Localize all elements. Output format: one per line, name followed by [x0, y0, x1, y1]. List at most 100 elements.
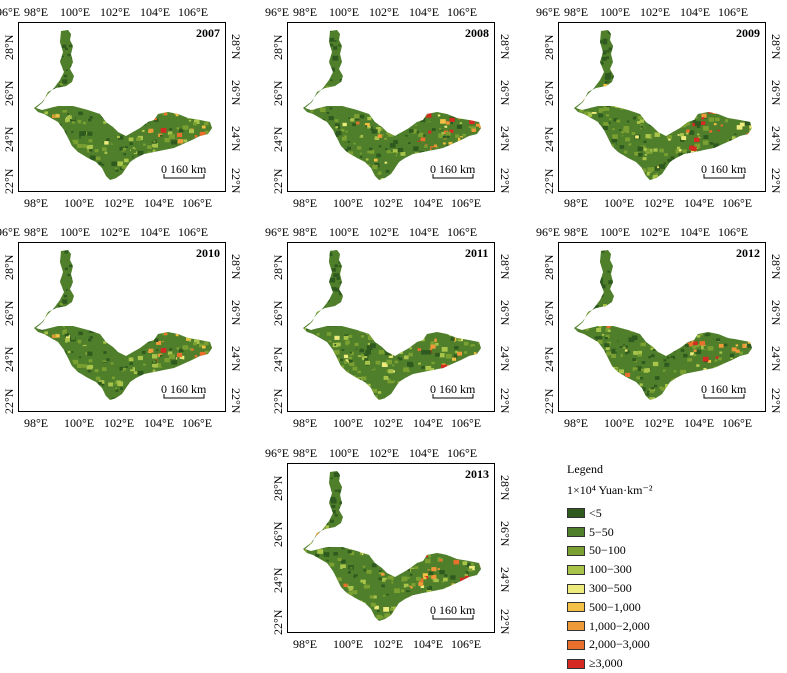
legend-label: <5	[589, 505, 602, 520]
scale-bar-label: 0 160 km	[161, 382, 207, 396]
lat-tick-right: 24°N	[229, 126, 243, 152]
lon-tick-bottom: 100°E	[333, 196, 364, 210]
lon-tick-bottom: 106°E	[722, 416, 753, 430]
lat-tick-right: 26°N	[498, 80, 512, 106]
legend-label: ≥3,000	[589, 656, 623, 671]
lat-tick-right: 24°N	[229, 346, 243, 372]
legend-item: 5−50	[567, 523, 652, 542]
lat-tick-right: 28°N	[229, 34, 243, 60]
scale-bar-label: 0 160 km	[430, 162, 476, 176]
lon-tick-top: 106°E	[178, 5, 209, 19]
lon-tick-bottom: 106°E	[722, 196, 753, 210]
map-panel-2011: 0 160 km 2011 96°E 98°E 100°E 102°E 104°E 106°E…	[265, 226, 512, 429]
lat-tick-right: 24°N	[498, 126, 512, 152]
lon-tick-bottom: 98°E	[564, 416, 589, 430]
lat-tick-left: 26°N	[542, 80, 556, 106]
legend-swatch	[567, 602, 585, 613]
lon-tick-top: 102°E	[640, 225, 671, 239]
lat-tick-left: 24°N	[2, 126, 16, 152]
lon-tick-bottom: 102°E	[644, 416, 675, 430]
lon-tick-top: 96°E	[536, 225, 561, 239]
lon-tick-top: 102°E	[100, 5, 131, 19]
lat-tick-left: 28°N	[2, 34, 16, 60]
lon-tick-top: 100°E	[329, 5, 360, 19]
lon-tick-bottom: 100°E	[604, 196, 635, 210]
legend-swatch	[567, 639, 585, 650]
lon-tick-top: 106°E	[718, 225, 749, 239]
lat-tick-left: 26°N	[2, 300, 16, 326]
lat-tick-left: 26°N	[2, 80, 16, 106]
lon-tick-top: 96°E	[536, 5, 561, 19]
lat-tick-left: 24°N	[542, 346, 556, 372]
lon-tick-top: 98°E	[564, 5, 589, 19]
lat-tick-right: 22°N	[498, 168, 512, 194]
lon-tick-bottom: 106°E	[451, 637, 482, 651]
lon-tick-top: 98°E	[24, 225, 49, 239]
legend-label: 2,000−3,000	[589, 637, 650, 652]
lon-tick-bottom: 106°E	[451, 196, 482, 210]
lat-tick-right: 28°N	[229, 254, 243, 280]
map-panel-2010: 0 160 km201096°E98°E100°E102°E104°E106°E…	[0, 226, 243, 429]
region-shape	[34, 30, 212, 180]
lat-tick-left: 22°N	[271, 168, 285, 194]
lat-tick-left: 26°N	[271, 300, 285, 326]
lon-tick-bottom: 98°E	[564, 196, 589, 210]
scale-bar	[703, 394, 745, 399]
lat-tick-right: 28°N	[498, 254, 512, 280]
legend-label: 300−500	[589, 581, 632, 596]
lon-tick-bottom: 106°E	[451, 416, 482, 430]
region-shape	[303, 471, 481, 621]
lat-tick-right: 22°N	[229, 168, 243, 194]
lon-tick-bottom: 98°E	[24, 416, 49, 430]
legend-item: ≥3,000	[567, 654, 652, 673]
legend-swatch	[567, 564, 585, 575]
legend-item: 50−100	[567, 542, 652, 561]
map-panel-2007: 0 160 km200796°E98°E100°E102°E104°E106°E…	[0, 6, 243, 209]
lon-tick-bottom: 104°E	[144, 416, 175, 430]
lat-tick-left: 26°N	[271, 80, 285, 106]
lat-tick-right: 28°N	[769, 254, 783, 280]
lon-tick-bottom: 100°E	[333, 416, 364, 430]
year-label: 2013	[465, 467, 489, 481]
lon-tick-bottom: 102°E	[104, 416, 135, 430]
lon-tick-top: 100°E	[329, 446, 360, 460]
lat-tick-right: 26°N	[769, 300, 783, 326]
lat-tick-left: 22°N	[542, 168, 556, 194]
lon-tick-top: 96°E	[265, 225, 290, 239]
lat-tick-left: 22°N	[2, 168, 16, 194]
map-panel-2008: 0 160 km 2008 96°E 98°E 100°E 102°E 104°E 106°E…	[265, 6, 512, 209]
lon-tick-bottom: 98°E	[293, 196, 318, 210]
lon-tick-bottom: 104°E	[413, 196, 444, 210]
lat-tick-left: 28°N	[542, 254, 556, 280]
lon-tick-top: 98°E	[293, 5, 318, 19]
lat-tick-right: 26°N	[498, 521, 512, 547]
lat-tick-right: 22°N	[769, 168, 783, 194]
map-panel-2009: 0 160 km 2009 96°E 98°E 100°E 102°E 104°E 106°E…	[536, 6, 783, 209]
lat-tick-right: 28°N	[498, 475, 512, 501]
lat-tick-left: 24°N	[271, 346, 285, 372]
lat-tick-left: 24°N	[542, 126, 556, 152]
map-panel-2012: 0 160 km 2012 96°E 98°E 100°E 102°E 104°E 106°E…	[536, 226, 783, 429]
lon-tick-top: 104°E	[409, 5, 440, 19]
lon-tick-top: 104°E	[680, 5, 711, 19]
lon-tick-top: 104°E	[140, 5, 171, 19]
map-frame	[18, 22, 226, 192]
lon-tick-bottom: 102°E	[644, 196, 675, 210]
legend-item: 100−300	[567, 560, 652, 579]
lat-tick-right: 28°N	[498, 34, 512, 60]
lon-tick-top: 102°E	[640, 5, 671, 19]
map-frame	[18, 242, 226, 412]
lon-tick-bottom: 106°E	[182, 196, 213, 210]
lon-tick-top: 100°E	[60, 225, 91, 239]
map-frame	[287, 463, 495, 633]
scale-bar	[163, 174, 205, 179]
scale-bar-label: 0 160 km	[430, 603, 476, 617]
lat-tick-right: 26°N	[498, 300, 512, 326]
legend-item: 1,000−2,000	[567, 617, 652, 636]
lat-tick-left: 26°N	[271, 521, 285, 547]
lat-tick-left: 28°N	[271, 475, 285, 501]
lat-tick-left: 28°N	[542, 34, 556, 60]
legend: Legend 1×10⁴ Yuan·km⁻² <5 5−50 50−100 100−3…	[567, 462, 652, 673]
lat-tick-right: 24°N	[498, 567, 512, 593]
lon-tick-top: 98°E	[293, 225, 318, 239]
